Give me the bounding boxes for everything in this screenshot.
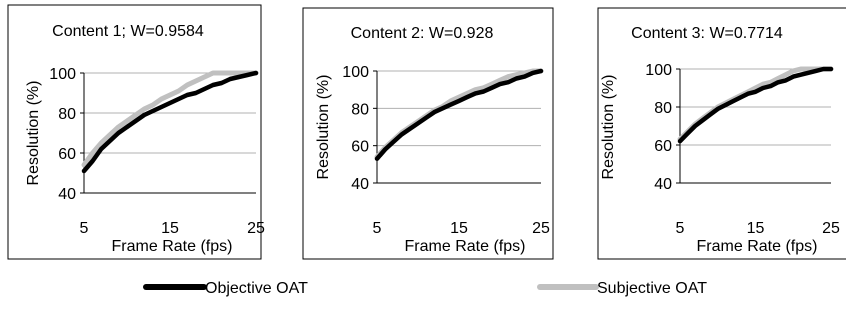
chart-3-x-axis-label: Frame Rate (fps) [697, 238, 818, 255]
chart-1-xtick-label-5: 5 [80, 220, 89, 237]
chart-2-ytick-label-100: 100 [342, 64, 369, 81]
chart-2-ytick-label-60: 60 [351, 139, 369, 156]
chart-1-xtick-label-25: 25 [247, 220, 265, 237]
chart-1-series-subjective [81, 70, 259, 168]
chart-1-frame [7, 4, 262, 260]
chart-3-ytick-label-80: 80 [654, 100, 672, 117]
chart-3-xtick-label-5: 5 [676, 220, 685, 237]
chart-1-ytick-label-60: 60 [58, 146, 76, 163]
chart-1-ytick-label-40: 40 [58, 186, 76, 203]
chart-2-xtick-label-15: 15 [450, 220, 468, 237]
chart-2-x-axis-label: Frame Rate (fps) [405, 238, 526, 255]
chart-2-xtick-label-5: 5 [373, 220, 382, 237]
chart-1-title: Content 1; W=0.9584 [52, 23, 204, 40]
chart-2-frame [302, 7, 554, 260]
chart-2-xtick-label-25: 25 [532, 220, 550, 237]
chart-3-xtick-label-15: 15 [747, 220, 765, 237]
chart-3-ytick-label-60: 60 [654, 138, 672, 155]
chart-2-y-axis-label: Resolution (%) [315, 75, 332, 180]
chart-1: Content 1; W=0.9584 40 60 80 100 5 15 25 Frame R… [7, 4, 265, 260]
chart-2-series-objective [374, 68, 544, 161]
chart-3-xtick-label-25: 25 [822, 220, 840, 237]
chart-1-series-objective [81, 70, 259, 174]
chart-3-y-axis-label: Resolution (%) [600, 75, 617, 180]
legend: Objective OAT Subjective OAT [143, 280, 707, 297]
chart-3-ytick-label-40: 40 [654, 176, 672, 193]
chart-3-series-objective [677, 66, 834, 144]
chart-1-ytick-label-80: 80 [58, 106, 76, 123]
legend-label-subjective: Subjective OAT [597, 280, 707, 297]
chart-1-xtick-label-15: 15 [161, 220, 179, 237]
legend-item-objective: Objective OAT [143, 280, 308, 297]
chart-2-title: Content 2: W=0.928 [351, 25, 494, 42]
chart-2-ytick-label-80: 80 [351, 101, 369, 118]
legend-label-objective: Objective OAT [205, 280, 308, 297]
legend-item-subjective: Subjective OAT [537, 280, 707, 297]
chart-3-frame [597, 7, 846, 260]
chart-1-ytick-label-100: 100 [49, 66, 76, 83]
chart-1-y-axis-label: Resolution (%) [25, 81, 42, 186]
chart-2-ytick-label-40: 40 [351, 176, 369, 193]
chart-3-ytick-label-100: 100 [645, 62, 672, 79]
chart-2: Content 2: W=0.928 40 60 80 100 5 15 25 Frame Ra… [302, 7, 554, 260]
chart-3-title: Content 3: W=0.7714 [631, 25, 783, 42]
chart-1-x-axis-label: Frame Rate (fps) [112, 238, 233, 255]
